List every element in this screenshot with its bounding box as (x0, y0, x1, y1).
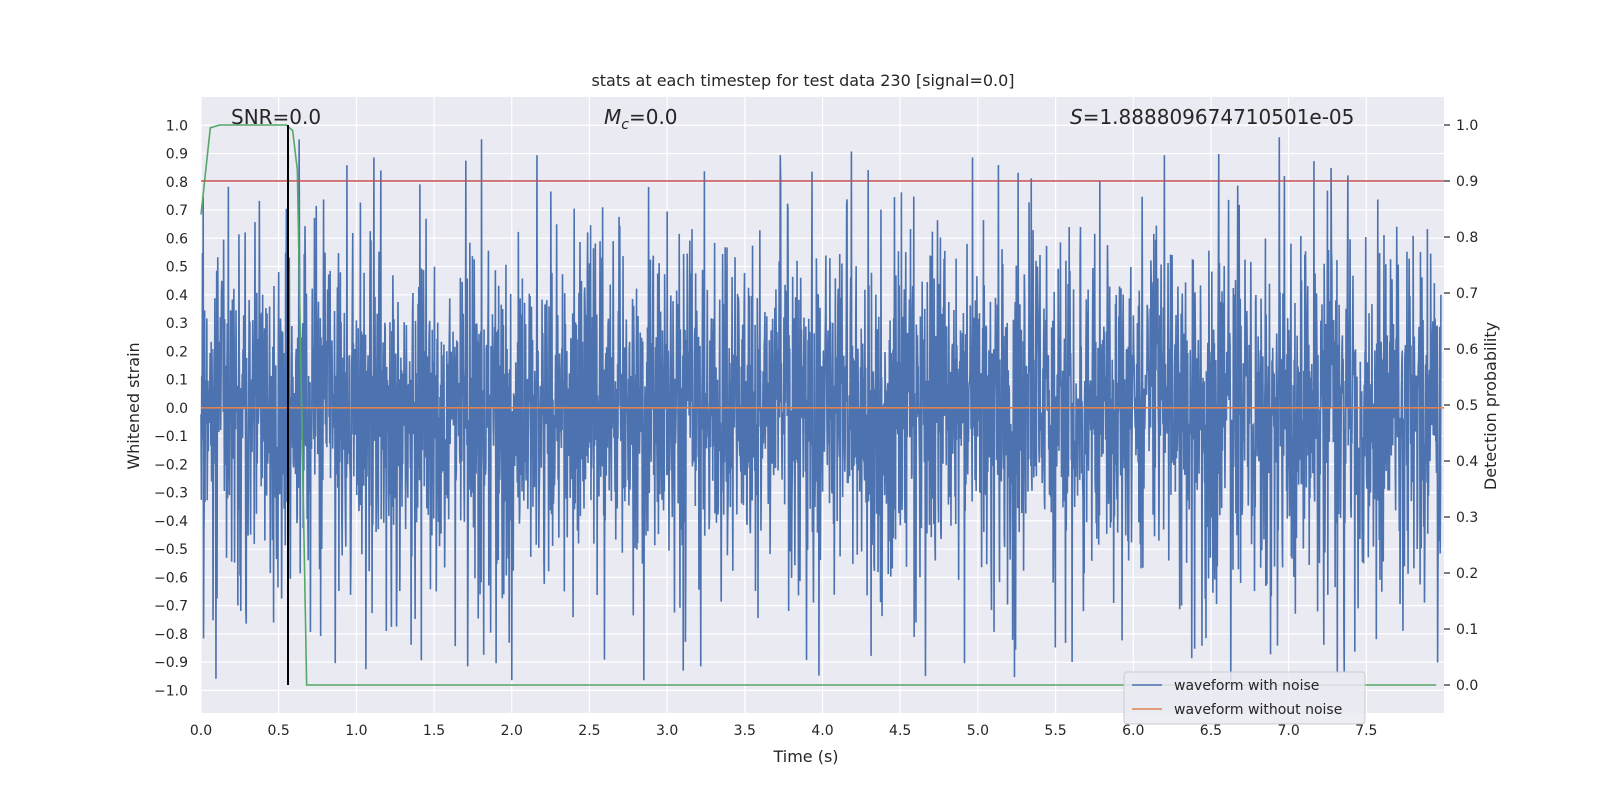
x-tick-label: 1.0 (345, 723, 367, 739)
y-tick-label-right: 0.8 (1456, 230, 1478, 246)
x-tick-label: 7.5 (1355, 723, 1377, 739)
legend-box (1123, 671, 1366, 725)
y-tick-label-left: 0.9 (166, 147, 188, 163)
statistic-symbol: S (1070, 105, 1083, 129)
y-tick-label-left: −0.8 (154, 627, 188, 643)
y-tick-label-left: 0.1 (166, 373, 188, 389)
y-tick-label-right: 0.2 (1456, 566, 1478, 582)
y-tick-label-left: 0.6 (166, 231, 188, 247)
y-tick-label-left: −0.7 (154, 599, 188, 615)
y-tick-label-left: 0.8 (166, 175, 188, 191)
y-tick-label-left: 0.7 (166, 203, 188, 219)
chart-title: stats at each timestep for test data 230… (591, 71, 1014, 90)
y-tick-label-left: −0.2 (154, 457, 188, 473)
waveform-with-noise-line (200, 137, 1442, 681)
y-tick-label-right: 0.6 (1456, 342, 1478, 358)
y-tick-label-left: −0.4 (154, 514, 188, 530)
chirp-mass-symbol: M (604, 105, 621, 129)
legend: waveform with noise waveform without noi… (1123, 671, 1366, 725)
x-tick-label: 2.5 (578, 723, 600, 739)
detection-probability-line (200, 124, 1437, 686)
x-tick-label: 0.0 (190, 723, 212, 739)
statistic-annotation: S=1.888809674710501e-05 (1070, 105, 1354, 129)
y-tick-label-left: −0.5 (154, 542, 188, 558)
y-tick-label-left: 0.0 (166, 401, 188, 417)
x-tick-label: 3.5 (734, 723, 756, 739)
y-axis-label-left: Whitened strain (124, 342, 143, 469)
y-tick-label-left: −0.3 (154, 486, 188, 502)
y-tick-label-left: 1.0 (166, 118, 188, 134)
x-tick-label: 7.0 (1277, 723, 1299, 739)
y-tick-label-right: 0.5 (1456, 398, 1478, 414)
x-tick-label: 1.5 (423, 723, 445, 739)
x-tick-label: 5.0 (967, 723, 989, 739)
y-axis-label-right: Detection probability (1481, 322, 1500, 490)
x-tick-label: 2.0 (501, 723, 523, 739)
y-tick-label-left: 0.3 (166, 316, 188, 332)
x-axis-label: Time (s) (772, 747, 838, 766)
legend-label-noise: waveform with noise (1174, 678, 1319, 694)
x-tick-label: 4.0 (811, 723, 833, 739)
x-tick-label: 0.5 (268, 723, 290, 739)
x-tick-label: 5.5 (1044, 723, 1066, 739)
y-tick-label-right: 0.4 (1456, 454, 1478, 470)
x-tick-label: 6.5 (1200, 723, 1222, 739)
y-tick-label-right: 0.3 (1456, 510, 1478, 526)
y-tick-label-left: −0.1 (154, 429, 188, 445)
chirp-mass-value: =0.0 (629, 105, 678, 129)
series-waveform-with-noise (200, 137, 1442, 681)
y-tick-label-left: −0.9 (154, 655, 188, 671)
y-tick-label-right: 0.1 (1456, 622, 1478, 638)
legend-label-clean: waveform without noise (1174, 702, 1342, 718)
chirp-mass-annotation: Mc=0.0 (604, 105, 678, 133)
y-tick-label-left: 0.4 (166, 288, 188, 304)
y-tick-label-left: 0.2 (166, 344, 188, 360)
y-tick-label-right: 0.7 (1456, 286, 1478, 302)
y-tick-label-left: 0.5 (166, 260, 188, 276)
statistic-value: =1.888809674710501e-05 (1083, 105, 1355, 129)
y-tick-label-right: 0.0 (1456, 678, 1478, 694)
x-tick-label: 4.5 (889, 723, 911, 739)
x-tick-label: 3.0 (656, 723, 678, 739)
y-tick-label-right: 0.9 (1456, 174, 1478, 190)
x-tick-label: 6.0 (1122, 723, 1144, 739)
y-tick-label-right: 1.0 (1456, 118, 1478, 134)
y-tick-label-left: −1.0 (154, 683, 188, 699)
snr-annotation: SNR=0.0 (231, 105, 321, 129)
chirp-mass-subscript: c (621, 117, 629, 133)
y-tick-label-left: −0.6 (154, 570, 188, 586)
